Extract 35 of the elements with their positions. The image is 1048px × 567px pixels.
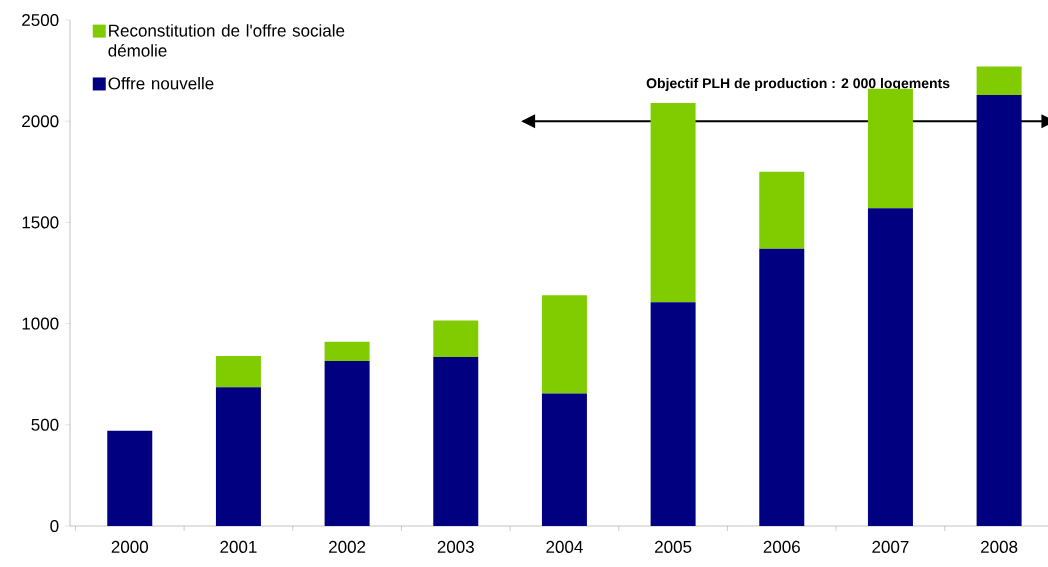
y-tick-label: 1500 bbox=[22, 216, 59, 229]
x-tick-label: 2005 bbox=[655, 540, 692, 553]
y-tick-label: 1000 bbox=[22, 317, 59, 330]
x-tick-label: 2007 bbox=[872, 540, 909, 553]
bar bbox=[976, 66, 1022, 95]
bar bbox=[867, 88, 913, 209]
y-tick-label: 0 bbox=[50, 519, 59, 533]
bar bbox=[324, 341, 370, 362]
x-tick-label: 2003 bbox=[437, 540, 474, 553]
bar bbox=[541, 393, 587, 526]
bar bbox=[759, 248, 805, 526]
bar bbox=[215, 387, 261, 526]
bar bbox=[650, 302, 696, 526]
legend-label: Reconstitution de l'offre sociale démolie bbox=[108, 24, 345, 57]
bar bbox=[650, 102, 696, 303]
bar bbox=[867, 208, 913, 526]
x-tick-label: 2001 bbox=[220, 540, 257, 553]
x-tick-label: 2002 bbox=[329, 540, 366, 553]
legend-label: Offre nouvelle bbox=[108, 77, 214, 90]
bar bbox=[976, 94, 1022, 526]
y-tick-label: 500 bbox=[31, 418, 59, 431]
bar bbox=[541, 295, 587, 394]
bar bbox=[215, 355, 261, 388]
bar bbox=[324, 361, 370, 526]
bar bbox=[759, 171, 805, 249]
bar bbox=[433, 320, 479, 357]
bar bbox=[107, 430, 153, 526]
x-tick-label: 2006 bbox=[763, 540, 800, 553]
x-tick-label: 2000 bbox=[111, 540, 149, 553]
y-tick-label: 2000 bbox=[22, 115, 59, 128]
bar bbox=[433, 357, 479, 526]
y-tick-label: 2500 bbox=[22, 13, 59, 27]
x-tick-label: 2008 bbox=[981, 540, 1018, 553]
ref-line-label: Objectif PLH de production : 2 000 logements bbox=[646, 77, 950, 92]
x-tick-label: 2004 bbox=[546, 540, 583, 553]
